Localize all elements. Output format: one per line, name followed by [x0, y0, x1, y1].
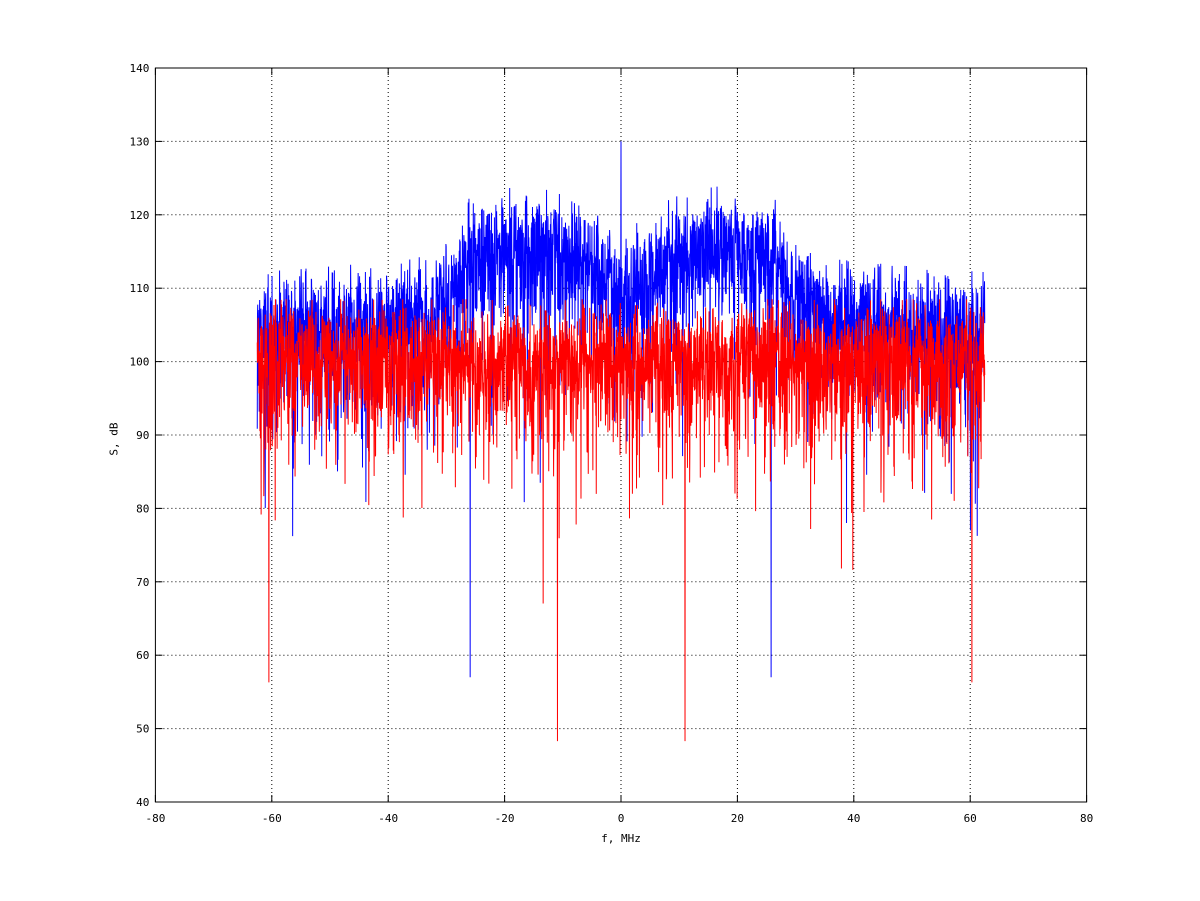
x-tick-label: 40 — [847, 812, 860, 825]
y-tick-label: 110 — [130, 282, 150, 295]
x-tick-label: 20 — [731, 812, 744, 825]
x-tick-label: 60 — [964, 812, 977, 825]
y-tick-label: 100 — [130, 356, 150, 369]
y-tick-label: 80 — [136, 502, 149, 515]
x-axis-label: f, MHz — [601, 832, 641, 845]
y-tick-label: 90 — [136, 429, 149, 442]
y-tick-label: 130 — [130, 135, 150, 148]
plot-border — [154, 67, 1088, 803]
tick-labels: -80 -60 -40 -20 0 20 40 60 80 40 50 60 70 80 90 100 110 1… — [130, 62, 1094, 825]
y-axis-label: S, dB — [107, 422, 120, 455]
y-tick-label: 120 — [130, 209, 150, 222]
x-tick-label: -40 — [378, 812, 398, 825]
y-tick-label: 60 — [136, 649, 149, 662]
series-traces — [256, 141, 986, 742]
x-tick-label: 0 — [618, 812, 625, 825]
x-tick-label: -20 — [495, 812, 515, 825]
y-tick-label: 50 — [136, 723, 149, 736]
y-tick-label: 40 — [136, 796, 149, 809]
noise-floor-spectrum-trace — [256, 299, 986, 742]
x-tick-label: 80 — [1080, 812, 1093, 825]
x-tick-label: -80 — [145, 812, 165, 825]
axis-ticks — [154, 67, 1088, 803]
y-tick-label: 70 — [136, 576, 149, 589]
y-tick-label: 140 — [130, 62, 150, 75]
x-tick-label: -60 — [262, 812, 282, 825]
